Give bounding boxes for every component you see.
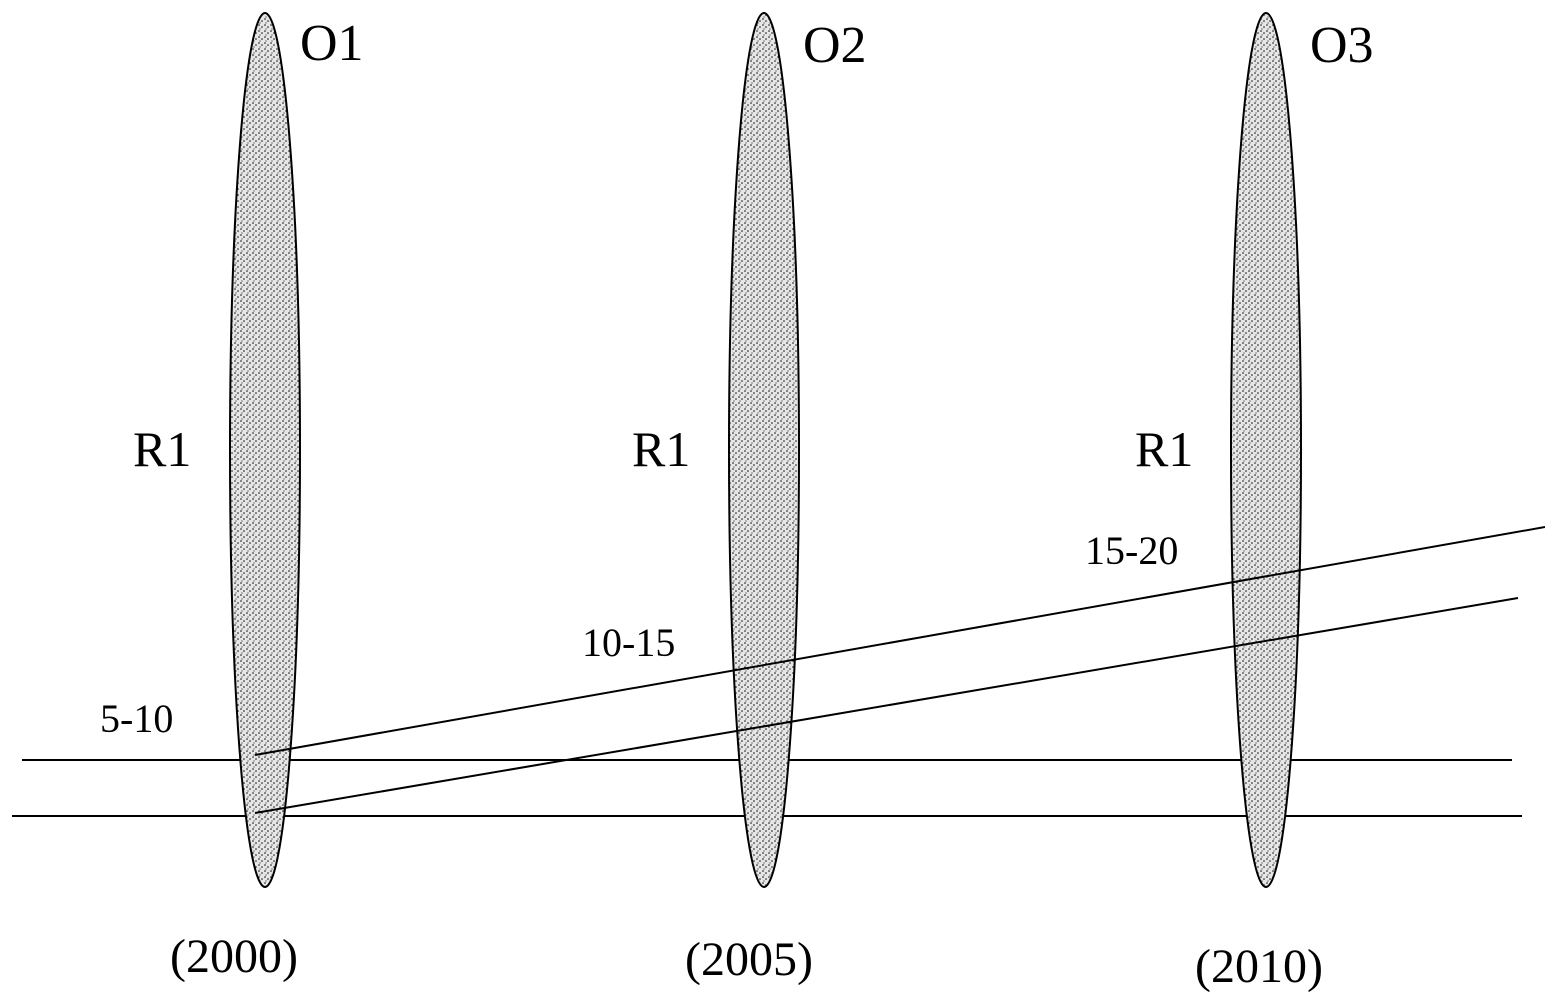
age-group-label-5-10: 5-10 — [100, 696, 173, 741]
region-label-o1: R1 — [133, 421, 191, 477]
observation-ellipse-o1 — [229, 12, 301, 888]
observation-label-o3: O3 — [1310, 17, 1374, 74]
age-group-label-10-15: 10-15 — [582, 620, 675, 665]
year-label-2010: (2010) — [1195, 940, 1323, 993]
year-label-2005: (2005) — [685, 933, 813, 986]
region-label-o2: R1 — [632, 421, 690, 477]
observation-label-o2: O2 — [803, 17, 867, 74]
observation-ellipse-o2 — [728, 12, 800, 888]
cohort-line-upper — [254, 526, 1545, 756]
cohort-line-lower — [254, 597, 1519, 814]
observation-label-o1: O1 — [300, 15, 364, 72]
year-label-2000: (2000) — [170, 930, 298, 983]
region-label-o3: R1 — [1135, 421, 1193, 477]
age-group-label-15-20: 15-20 — [1085, 528, 1178, 573]
observation-ellipse-o3 — [1230, 12, 1302, 888]
